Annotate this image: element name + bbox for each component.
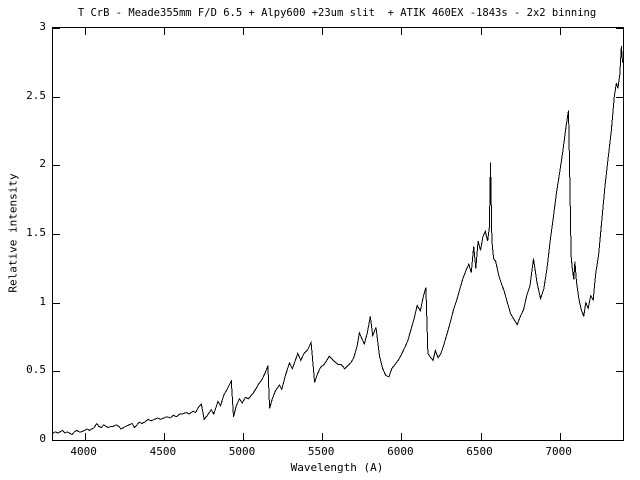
x-tick-label: 6000: [387, 445, 414, 458]
y-tick-label: 0: [39, 432, 46, 445]
chart-title: T CrB - Meade355mm F/D 6.5 + Alpy600 +23…: [77, 7, 597, 19]
y-tick-label: 2: [39, 157, 46, 171]
x-axis-label: Wavelength (A): [290, 461, 384, 474]
spectrum-line: [53, 45, 623, 436]
x-tick-label: 4500: [149, 445, 177, 458]
y-tick-label: 1.5: [26, 226, 46, 239]
x-tick-label: 5000: [228, 445, 256, 458]
x-tick-label: 7000: [545, 445, 572, 458]
x-tick-label: 6500: [466, 445, 493, 458]
x-tick-label: 4000: [70, 445, 97, 458]
spectrum-plot-canvas: [53, 28, 623, 440]
plot-area: [52, 27, 624, 441]
y-tick-label: 1: [39, 294, 46, 308]
y-tick-label: 3: [39, 20, 46, 33]
y-tick-label: 0.5: [26, 363, 46, 377]
x-tick-label: 5500: [307, 445, 335, 458]
y-tick-label: 2.5: [26, 88, 46, 102]
